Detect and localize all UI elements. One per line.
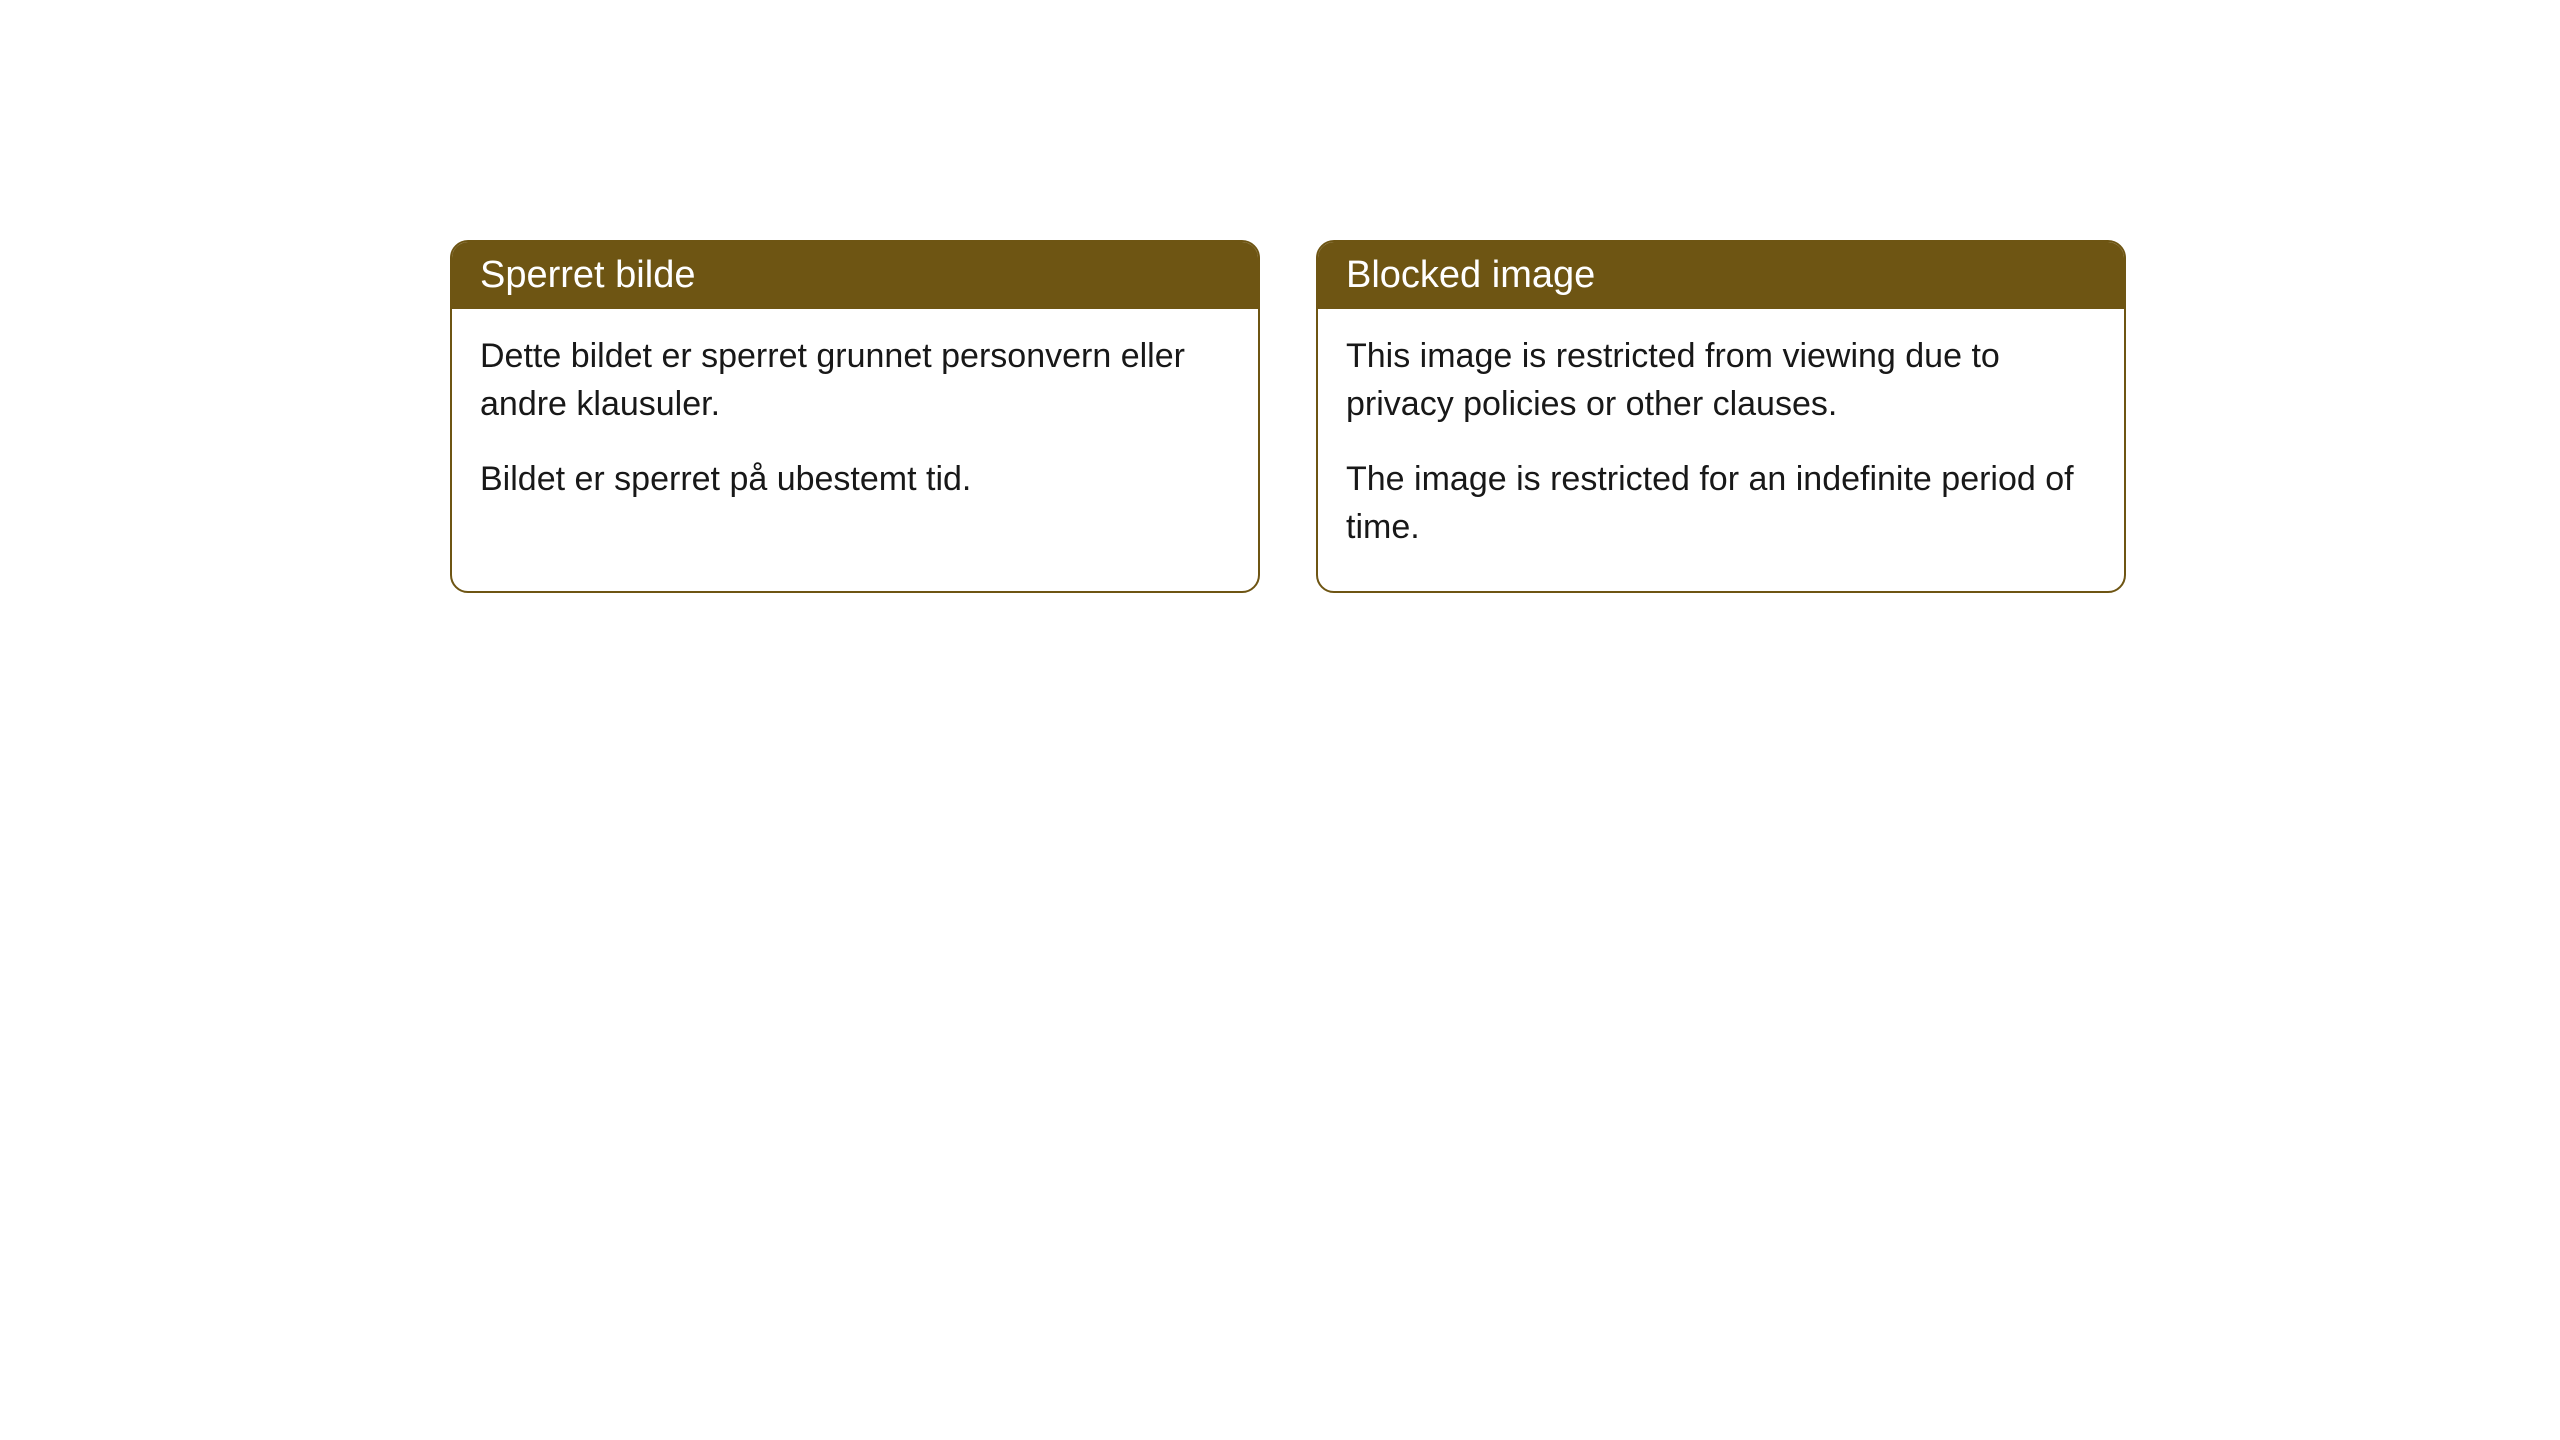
blocked-image-card-en: Blocked image This image is restricted f… [1316,240,2126,593]
card-title-no: Sperret bilde [452,242,1258,309]
card-body-en: This image is restricted from viewing du… [1318,309,2124,591]
info-cards-row: Sperret bilde Dette bildet er sperret gr… [450,240,2126,593]
blocked-image-card-no: Sperret bilde Dette bildet er sperret gr… [450,240,1260,593]
card-paragraph: Bildet er sperret på ubestemt tid. [480,456,1230,504]
card-paragraph: Dette bildet er sperret grunnet personve… [480,333,1230,428]
card-paragraph: This image is restricted from viewing du… [1346,333,2096,428]
card-paragraph: The image is restricted for an indefinit… [1346,456,2096,551]
card-title-en: Blocked image [1318,242,2124,309]
card-body-no: Dette bildet er sperret grunnet personve… [452,309,1258,544]
